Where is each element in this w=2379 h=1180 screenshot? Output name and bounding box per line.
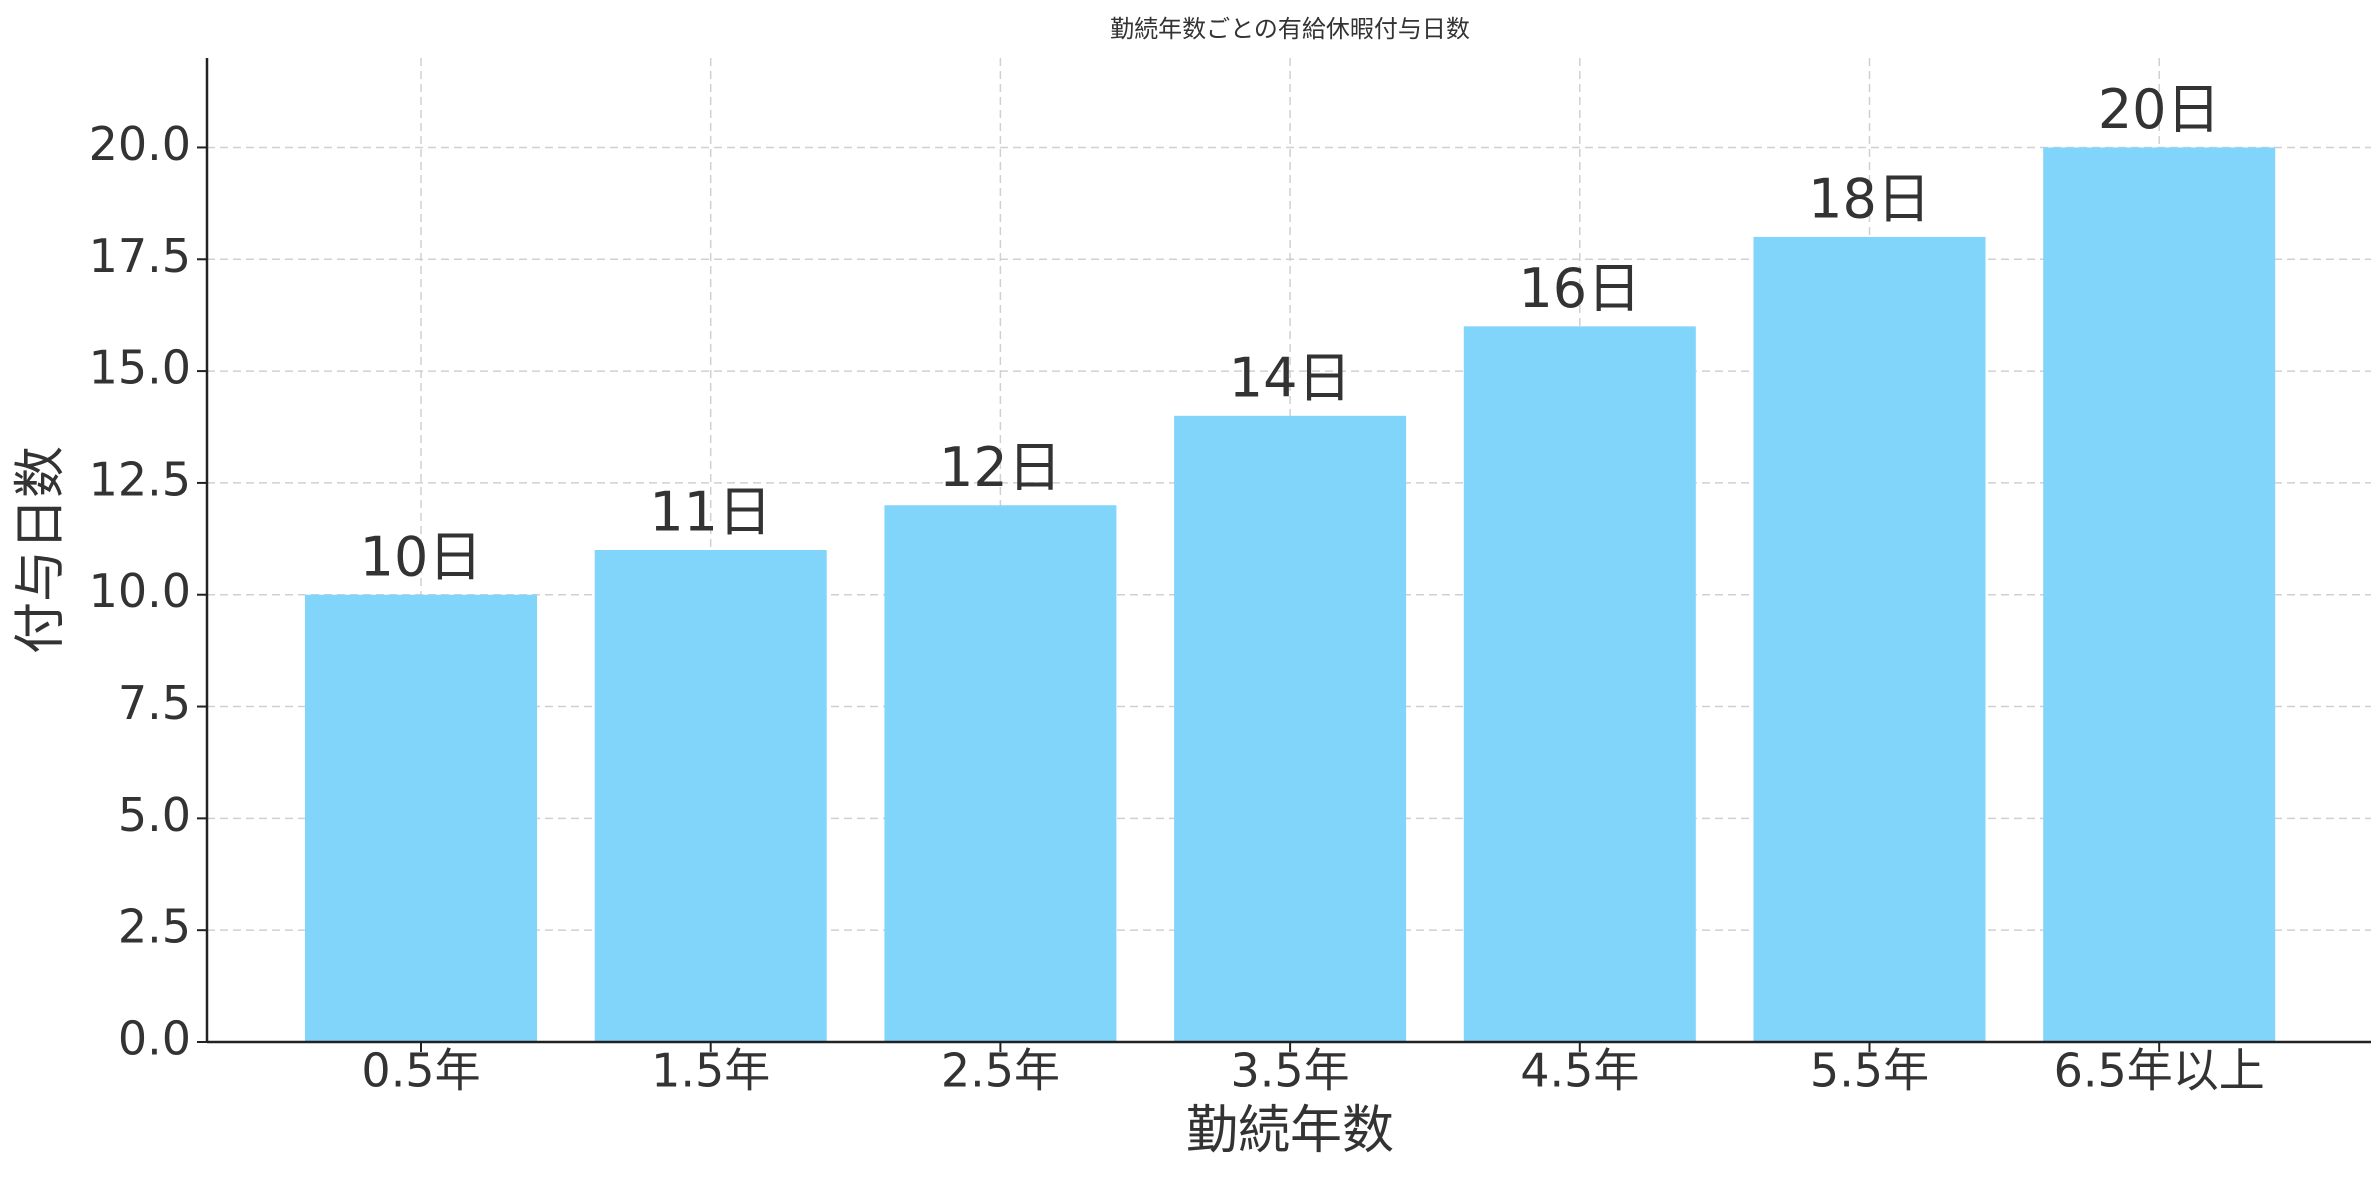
value-label: 10日 [360, 525, 483, 588]
bar [305, 594, 537, 1042]
bar [884, 505, 1117, 1043]
bar [2043, 147, 2276, 1043]
y-tick-label: 2.5 [118, 900, 191, 954]
y-tick-label: 15.0 [89, 341, 191, 395]
value-label: 20日 [2098, 78, 2221, 141]
y-tick-label: 12.5 [89, 452, 191, 506]
y-axis-label: 付与日数 [11, 446, 71, 654]
x-tick-label: 1.5年 [651, 1044, 770, 1098]
x-axis-label: 勤続年数 [1186, 1101, 1394, 1161]
y-tick-label: 20.0 [89, 117, 191, 171]
x-tick-label: 4.5年 [1520, 1044, 1639, 1098]
x-tick-label: 2.5年 [941, 1044, 1060, 1098]
value-label: 16日 [1518, 257, 1641, 320]
y-tick-label: 10.0 [89, 564, 191, 618]
value-label: 12日 [939, 436, 1062, 499]
chart-title: 勤続年数ごとの有給休暇付与日数 [1110, 15, 1470, 43]
bar [1753, 236, 1986, 1043]
value-label: 14日 [1229, 346, 1352, 409]
x-tick-label: 5.5年 [1810, 1044, 1929, 1098]
y-tick-label: 5.0 [118, 788, 191, 842]
bar [1174, 415, 1407, 1042]
value-label: 11日 [649, 481, 772, 544]
y-tick-label: 7.5 [118, 676, 191, 730]
y-tick-label: 0.0 [118, 1012, 191, 1066]
bar [594, 550, 827, 1042]
x-tick-label: 3.5年 [1231, 1044, 1350, 1098]
x-tick-label: 0.5年 [361, 1044, 480, 1098]
x-tick-label: 6.5年以上 [2054, 1044, 2265, 1098]
bar [1463, 326, 1696, 1042]
y-tick-label: 17.5 [89, 229, 191, 283]
value-label: 18日 [1808, 168, 1931, 231]
